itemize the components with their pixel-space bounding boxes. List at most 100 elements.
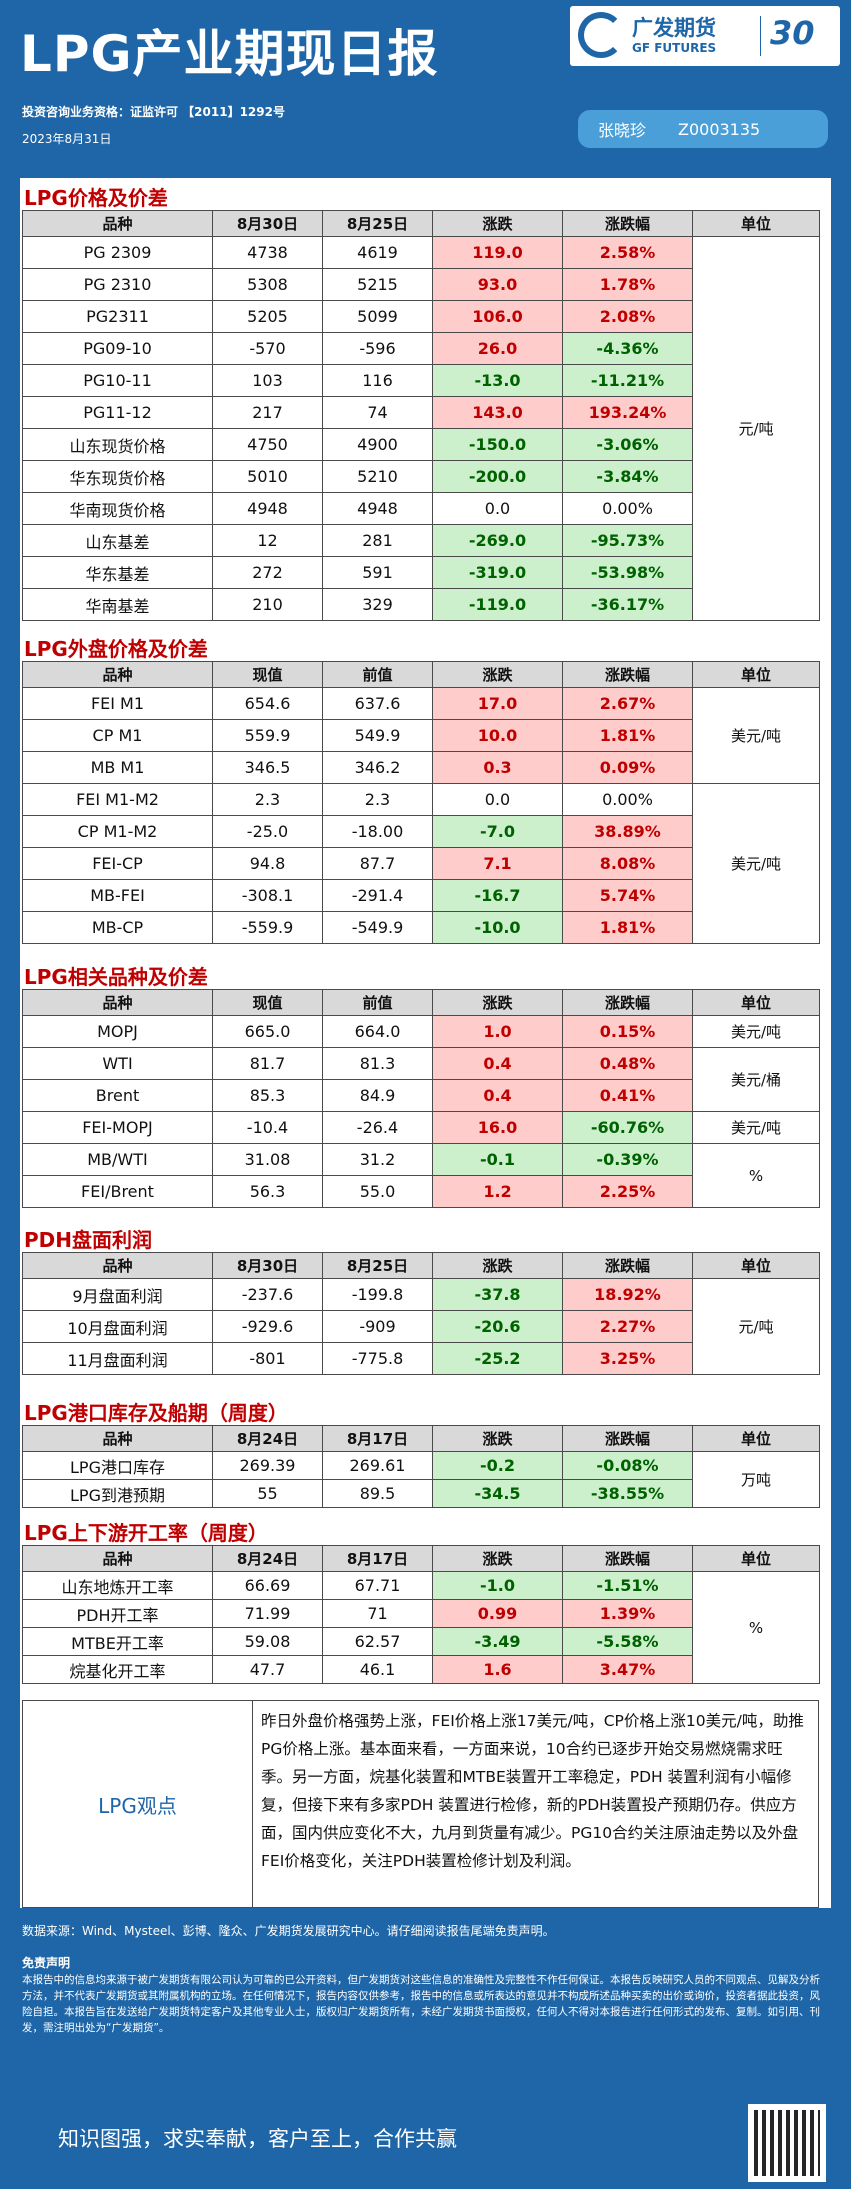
table-header-row: 品种 8月24日 8月17日 涨跌 涨跌幅 单位 — [22, 1425, 820, 1452]
cell-change-pct: -0.39% — [562, 1143, 693, 1176]
cell-change-pct: 2.25% — [562, 1175, 693, 1208]
column-header: 品种 — [22, 1425, 213, 1452]
table-row: MTBE开工率 59.08 62.57 -3.49 -5.58% — [22, 1627, 820, 1656]
cell-current: 103 — [212, 364, 323, 397]
cell-change: 0.3 — [432, 751, 563, 784]
cell-change: -3.49 — [432, 1627, 563, 1656]
cell-current: -237.6 — [212, 1278, 323, 1311]
anniversary-30-logo: 30 — [770, 14, 815, 52]
cell-change: -37.8 — [432, 1278, 563, 1311]
disclaimer-text: 本报告中的信息均来源于被广发期货有限公司认为可靠的已公开资料，但广发期货对这些信… — [22, 1974, 820, 2034]
table-row: 10月盘面利润 -929.6 -909 -20.6 2.27% — [22, 1310, 820, 1343]
table-row: MB M1 346.5 346.2 0.3 0.09% — [22, 751, 820, 784]
cell-previous: 591 — [322, 556, 433, 589]
cell-name: LPG港口库存 — [22, 1451, 213, 1480]
table-pdh: 品种 8月30日 8月25日 涨跌 涨跌幅 单位 9月盘面利润 -237.6 -199.8 -37… — [22, 1252, 820, 1375]
cell-previous: 329 — [322, 588, 433, 621]
cell-change: 1.0 — [432, 1015, 563, 1048]
cell-change-pct: 8.08% — [562, 847, 693, 880]
cell-change: -0.1 — [432, 1143, 563, 1176]
cell-name: CP M1 — [22, 719, 213, 752]
table-foreign-price: 品种 现值 前值 涨跌 涨跌幅 单位 FEI M1 654.6 637.6 17.0 2.67% 美元… — [22, 661, 820, 944]
table-utilization: 品种 8月24日 8月17日 涨跌 涨跌幅 单位 山东地炼开工率 66.69 67.71 -1.0… — [22, 1545, 820, 1684]
table-header-row: 品种 8月30日 8月25日 涨跌 涨跌幅 单位 — [22, 210, 820, 237]
column-header: 单位 — [692, 1545, 820, 1572]
cell-change: -150.0 — [432, 428, 563, 461]
table-row: 华南基差 210 329 -119.0 -36.17% — [22, 588, 820, 621]
cell-change: 1.6 — [432, 1655, 563, 1684]
table-row: PG 2309 4738 4619 119.0 2.58% 元/吨 — [22, 236, 820, 621]
cell-previous: 4900 — [322, 428, 433, 461]
cell-change-pct: -36.17% — [562, 588, 693, 621]
table-row: 烷基化开工率 47.7 46.1 1.6 3.47% — [22, 1655, 820, 1684]
cell-name: WTI — [22, 1047, 213, 1080]
column-header: 涨跌 — [432, 661, 563, 688]
cell-previous: 71 — [322, 1599, 433, 1628]
cell-current: 2.3 — [212, 783, 323, 816]
report-content: LPG价格及价差 品种 8月30日 8月25日 涨跌 涨跌幅 单位 PG 2309 4738 4… — [20, 178, 831, 1908]
cell-current: 346.5 — [212, 751, 323, 784]
license-text: 投资咨询业务资格：证监许可 【2011】1292号 — [22, 105, 285, 119]
table-row: PG 2310 5308 5215 93.0 1.78% — [22, 268, 820, 301]
cell-unit: 美元/吨 — [692, 783, 820, 944]
cell-current: 4948 — [212, 492, 323, 525]
table-row: PG11-12 217 74 143.0 193.24% — [22, 396, 820, 429]
cell-change-pct: -1.51% — [562, 1571, 693, 1600]
cell-change-pct: -38.55% — [562, 1479, 693, 1508]
table-row: 11月盘面利润 -801 -775.8 -25.2 3.25% — [22, 1342, 820, 1375]
cell-name: PDH开工率 — [22, 1599, 213, 1628]
cell-current: -801 — [212, 1342, 323, 1375]
cell-previous: 89.5 — [322, 1479, 433, 1508]
column-header: 单位 — [692, 1252, 820, 1279]
cell-current: 12 — [212, 524, 323, 557]
table-row: MOPJ 665.0 664.0 1.0 0.15% 美元/吨 — [22, 1015, 820, 1048]
table-row: 山东现货价格 4750 4900 -150.0 -3.06% — [22, 428, 820, 461]
cell-change: -200.0 — [432, 460, 563, 493]
cell-current: 665.0 — [212, 1015, 323, 1048]
cell-name: 11月盘面利润 — [22, 1342, 213, 1375]
cell-change-pct: -5.58% — [562, 1627, 693, 1656]
cell-previous: 116 — [322, 364, 433, 397]
table-row: MB-CP -559.9 -549.9 -10.0 1.81% — [22, 911, 820, 944]
cell-change: 0.0 — [432, 783, 563, 816]
cell-change: -10.0 — [432, 911, 563, 944]
cell-current: 5205 — [212, 300, 323, 333]
cell-current: -929.6 — [212, 1310, 323, 1343]
cell-change: 0.4 — [432, 1079, 563, 1112]
cell-change: 106.0 — [432, 300, 563, 333]
cell-previous: 637.6 — [322, 687, 433, 720]
cell-previous: 664.0 — [322, 1015, 433, 1048]
table-row: 山东基差 12 281 -269.0 -95.73% — [22, 524, 820, 557]
column-header: 品种 — [22, 210, 213, 237]
cell-name: PG2311 — [22, 300, 213, 333]
cell-change: 119.0 — [432, 236, 563, 269]
cell-previous: 281 — [322, 524, 433, 557]
cell-unit: 万吨 — [692, 1451, 820, 1508]
cell-current: 47.7 — [212, 1655, 323, 1684]
cell-change-pct: 0.15% — [562, 1015, 693, 1048]
cell-change: 7.1 — [432, 847, 563, 880]
table-header-row: 品种 8月30日 8月25日 涨跌 涨跌幅 单位 — [22, 1252, 820, 1279]
disclaimer-title: 免责声明 — [22, 1956, 71, 1970]
cell-name: PG 2309 — [22, 236, 213, 269]
cell-change-pct: 2.67% — [562, 687, 693, 720]
column-header: 8月30日 — [212, 1252, 323, 1279]
column-header: 品种 — [22, 1545, 213, 1572]
column-header: 单位 — [692, 989, 820, 1016]
table-inventory: 品种 8月24日 8月17日 涨跌 涨跌幅 单位 LPG港口库存 269.39 269.61 -0… — [22, 1425, 820, 1508]
cell-name: 山东地炼开工率 — [22, 1571, 213, 1600]
cell-current: 31.08 — [212, 1143, 323, 1176]
column-header: 涨跌 — [432, 1252, 563, 1279]
table-row: FEI-CP 94.8 87.7 7.1 8.08% — [22, 847, 820, 880]
cell-previous: 62.57 — [322, 1627, 433, 1656]
cell-change-pct: 0.48% — [562, 1047, 693, 1080]
cell-previous: 5215 — [322, 268, 433, 301]
column-header: 涨跌幅 — [562, 1545, 693, 1572]
column-header: 8月17日 — [322, 1425, 433, 1452]
table-related: 品种 现值 前值 涨跌 涨跌幅 单位 MOPJ 665.0 664.0 1.0 0.15% 美元/吨 W… — [22, 989, 820, 1208]
cell-change-pct: 1.81% — [562, 911, 693, 944]
column-header: 8月24日 — [212, 1545, 323, 1572]
column-header: 涨跌幅 — [562, 210, 693, 237]
cell-previous: 346.2 — [322, 751, 433, 784]
cell-name: LPG到港预期 — [22, 1479, 213, 1508]
